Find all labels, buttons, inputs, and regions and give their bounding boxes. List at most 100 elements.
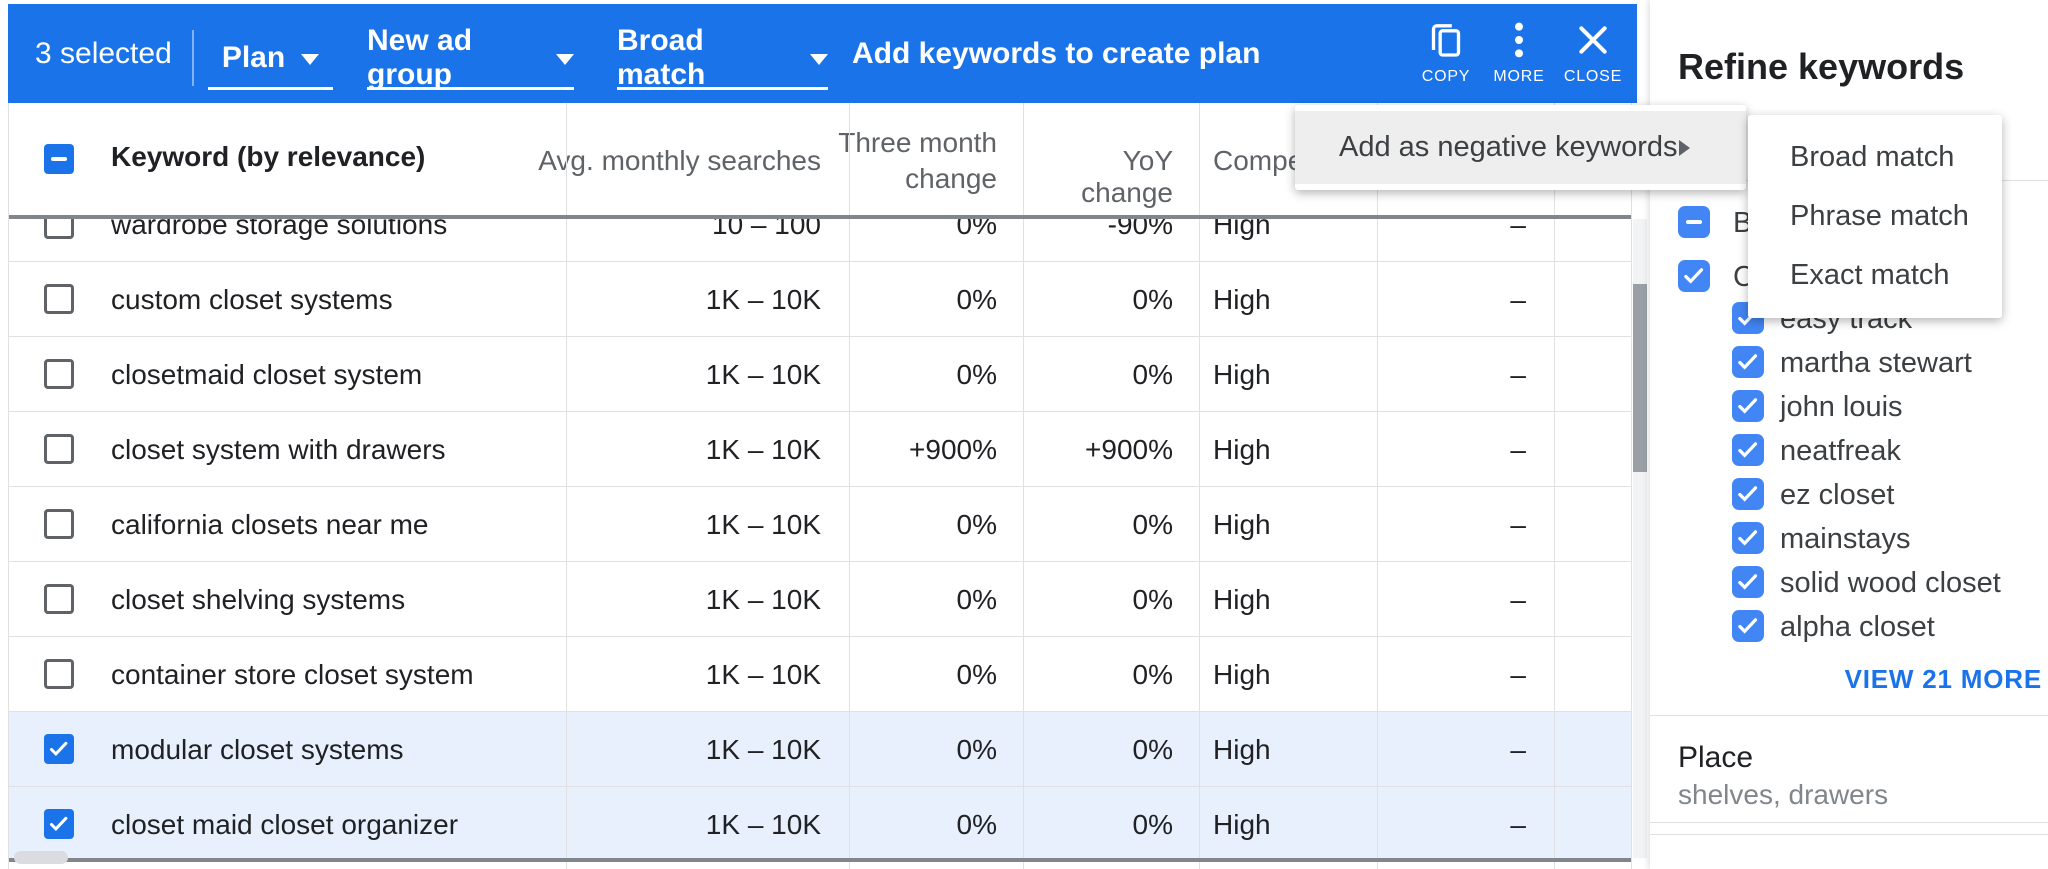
new-ad-group-dropdown-button[interactable]: New ad group — [367, 24, 574, 91]
brand-filter-item[interactable]: mainstays — [1650, 516, 2048, 560]
column-header-yoy-change[interactable]: YoY change — [1081, 145, 1173, 208]
ad-impression-share-cell: – — [1510, 659, 1526, 690]
table-row[interactable]: closet shelving systems 1K – 10K 0% 0% H… — [9, 562, 1631, 637]
table-row[interactable]: closetmaid closet system 1K – 10K 0% 0% … — [9, 337, 1631, 412]
table-row-selected[interactable]: closet maid closet organizer 1K – 10K 0%… — [9, 787, 1631, 858]
keyword-cell: modular closet systems — [111, 734, 404, 765]
table-row[interactable]: wardrobe storage solutions 10 – 100 0% -… — [9, 219, 1631, 262]
three-month-cell: 0% — [956, 219, 997, 240]
row-checkbox[interactable] — [44, 284, 74, 314]
match-type-submenu: Broad match Phrase match Exact match — [1748, 115, 2002, 318]
keyword-cell: container store closet system — [111, 659, 474, 690]
searches-cell: 1K – 10K — [705, 734, 821, 765]
submenu-item-exact-match[interactable]: Exact match — [1748, 246, 2002, 305]
column-header-avg-monthly-searches[interactable]: Avg. monthly searches — [538, 145, 821, 176]
selected-count: 3 selected — [35, 37, 172, 70]
row-checkbox[interactable] — [44, 659, 74, 689]
brand-filter-item[interactable]: solid wood closet — [1650, 560, 2048, 604]
table-row-selected[interactable]: modular closet systems 1K – 10K 0% 0% Hi… — [9, 712, 1631, 787]
more-button-label: MORE — [1493, 68, 1545, 85]
searches-cell: 1K – 10K — [705, 359, 821, 390]
brand-label: neatfreak — [1780, 435, 1901, 467]
brand-filter-item[interactable]: martha stewart — [1650, 340, 2048, 384]
brand-label: solid wood closet — [1780, 567, 2001, 599]
column-header-keyword[interactable]: Keyword (by relevance) — [111, 141, 426, 172]
brand-checkbox-checked[interactable] — [1732, 346, 1764, 378]
brand-checkbox-checked[interactable] — [1732, 434, 1764, 466]
table-right-border — [1631, 103, 1632, 869]
competition-cell: High — [1213, 219, 1271, 240]
horizontal-scrollbar-thumb[interactable] — [14, 851, 68, 864]
yoy-cell: 0% — [1132, 659, 1173, 690]
competition-cell: High — [1213, 509, 1271, 540]
keyword-cell: closet maid closet organizer — [111, 809, 459, 840]
table-row[interactable]: california closets near me 1K – 10K 0% 0… — [9, 487, 1631, 562]
close-button[interactable]: CLOSE — [1555, 18, 1631, 94]
submenu-item-phrase-match[interactable]: Phrase match — [1748, 187, 2002, 246]
panel-divider — [1650, 834, 2048, 835]
yoy-cell: 0% — [1132, 509, 1173, 540]
table-row[interactable]: closet system with drawers 1K – 10K +900… — [9, 412, 1631, 487]
brand-filter-item[interactable]: alpha closet — [1650, 604, 2048, 648]
plan-dropdown-label: Plan — [221, 40, 286, 74]
match-type-label: Broad match — [617, 23, 706, 91]
brand-checkbox-checked[interactable] — [1732, 566, 1764, 598]
refine-keywords-title: Refine keywords — [1678, 46, 1965, 87]
submenu-item-broad-match[interactable]: Broad match — [1748, 128, 2002, 187]
three-month-cell: 0% — [956, 809, 997, 840]
competition-cell: High — [1213, 584, 1271, 615]
menu-item-add-as-negative-keywords[interactable]: Add as negative keywords — [1295, 111, 1746, 184]
keyword-cell: closet shelving systems — [111, 584, 406, 615]
copy-button[interactable]: COPY — [1408, 18, 1484, 94]
check-icon — [50, 816, 68, 832]
brand-checkbox-checked[interactable] — [1732, 610, 1764, 642]
keyword-table: Keyword (by relevance) Avg. monthly sear… — [8, 103, 1647, 869]
submenu-arrow-icon — [1679, 139, 1690, 156]
close-button-label: CLOSE — [1563, 68, 1623, 85]
yoy-cell: 0% — [1132, 809, 1173, 840]
row-checkbox-checked[interactable] — [44, 734, 74, 764]
row-checkbox[interactable] — [44, 219, 74, 239]
row-checkbox[interactable] — [44, 509, 74, 539]
vertical-scrollbar-thumb[interactable] — [1633, 284, 1647, 472]
chevron-down-icon — [301, 54, 320, 65]
yoy-cell: 0% — [1132, 359, 1173, 390]
searches-cell: 1K – 10K — [705, 809, 821, 840]
row-checkbox[interactable] — [44, 584, 74, 614]
keyword-cell: custom closet systems — [111, 284, 393, 315]
brand-checkbox-checked[interactable] — [1732, 390, 1764, 422]
check-icon — [1684, 268, 1704, 284]
check-icon — [1738, 530, 1758, 546]
row-checkbox-checked[interactable] — [44, 809, 74, 839]
three-month-cell: 0% — [956, 359, 997, 390]
column-divider — [1023, 103, 1024, 869]
brand-checkbox-checked[interactable] — [1732, 478, 1764, 510]
table-row[interactable]: container store closet system 1K – 10K 0… — [9, 637, 1631, 712]
table-row[interactable]: custom closet systems 1K – 10K 0% 0% Hig… — [9, 262, 1631, 337]
match-type-dropdown-button[interactable]: Broad match — [617, 24, 828, 91]
scroll-bottom-boundary — [9, 858, 1631, 862]
yoy-cell: +900% — [1085, 434, 1173, 465]
row-checkbox[interactable] — [44, 359, 74, 389]
view-more-link[interactable]: VIEW 21 MORE — [1844, 664, 2042, 694]
indeterminate-minus-icon — [1686, 220, 1702, 224]
plan-dropdown-button[interactable]: Plan — [208, 28, 333, 90]
brand-label: john louis — [1780, 391, 1903, 423]
brand-checkbox-checked[interactable] — [1732, 522, 1764, 554]
brand-filter-item[interactable]: neatfreak — [1650, 428, 2048, 472]
check-icon — [50, 741, 68, 757]
searches-cell: 10 – 100 — [712, 219, 821, 240]
place-section-title[interactable]: Place — [1678, 741, 1754, 774]
three-month-cell: 0% — [956, 584, 997, 615]
brand-filter-item[interactable]: ez closet — [1650, 472, 2048, 516]
brand-filter-item[interactable]: john louis — [1650, 384, 2048, 428]
ad-impression-share-cell: – — [1510, 584, 1526, 615]
more-options-button[interactable]: MORE — [1481, 18, 1557, 94]
column-header-three-month-change[interactable]: Three month change — [838, 127, 997, 194]
brand-label: mainstays — [1780, 523, 1911, 555]
row-checkbox[interactable] — [44, 434, 74, 464]
scroll-top-boundary — [9, 215, 1631, 219]
group-checkbox-indeterminate[interactable] — [1678, 206, 1710, 238]
select-all-checkbox[interactable] — [44, 144, 74, 174]
group-checkbox-checked[interactable] — [1678, 260, 1710, 292]
